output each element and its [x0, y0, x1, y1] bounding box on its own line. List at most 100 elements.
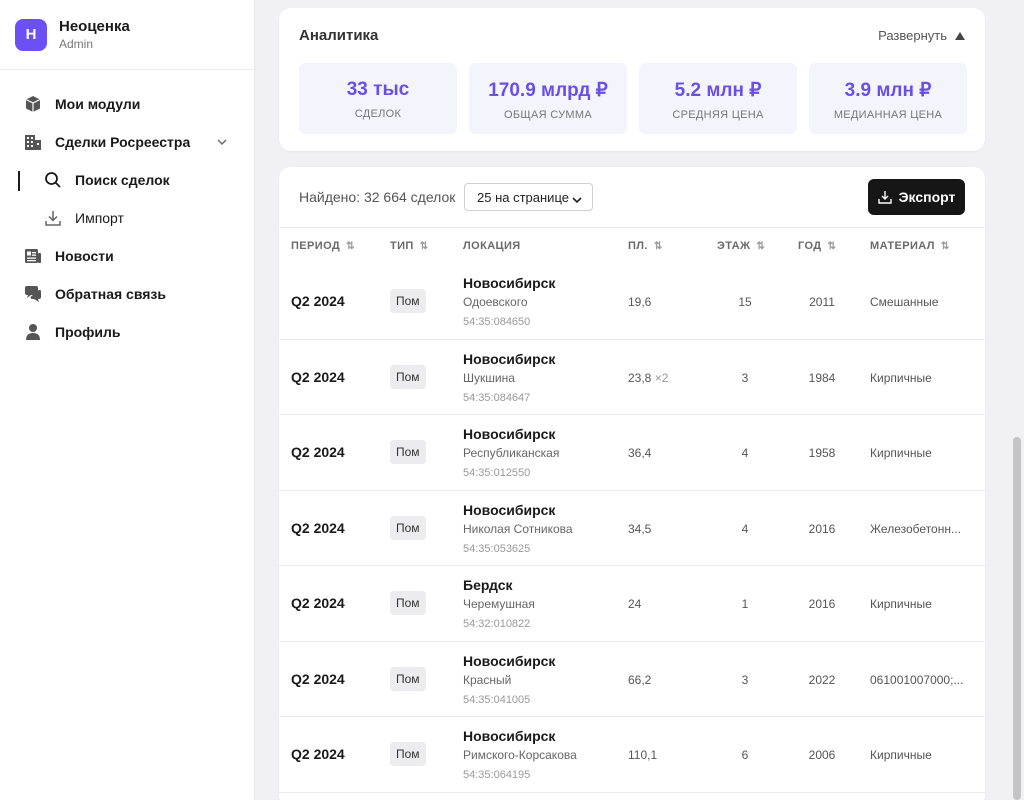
column-header-period[interactable]: ПЕРИОД ⇅ — [291, 240, 355, 252]
main-content: Аналитика Развернуть 33 тыс СДЕЛОК 170.9… — [255, 0, 1010, 800]
cell-period: Q2 2024 — [291, 368, 345, 385]
area-value: 19,6 — [628, 295, 652, 309]
column-header-type[interactable]: ТИП ⇅ — [390, 240, 429, 252]
table-row[interactable]: Q2 2024 Пом Новосибирск Римского-Корсакова 5… — [279, 717, 985, 793]
cell-floor: 15 — [738, 295, 752, 309]
expand-label: Развернуть — [878, 28, 947, 43]
brand-logo: Н — [15, 18, 47, 51]
expand-button[interactable]: Развернуть — [878, 28, 965, 43]
cell-material: Железобетонн... — [870, 521, 961, 536]
cell-period: Q2 2024 — [291, 746, 345, 762]
table-row[interactable]: Q2 2024 Пом Новосибирск Республиканская 54:3… — [279, 415, 985, 491]
column-header-year[interactable]: ГОД ⇅ — [798, 240, 837, 252]
scrollbar-thumb[interactable] — [1013, 437, 1021, 800]
type-badge: Пом — [390, 591, 426, 615]
column-header-area[interactable]: ПЛ. ⇅ — [628, 240, 663, 252]
nav-item-news[interactable]: Новости — [0, 237, 254, 275]
cell-area: 19,6 — [628, 295, 651, 309]
cell-material: Кирпичные — [870, 370, 932, 385]
area-value: 34,5 — [628, 521, 652, 536]
stats-row: 33 тыс СДЕЛОК 170.9 млрд ₽ ОБЩАЯ СУММА 5… — [299, 63, 967, 134]
column-header-material[interactable]: МАТЕРИАЛ ⇅ — [870, 240, 950, 252]
export-button[interactable]: Экспорт — [868, 179, 965, 215]
chevron-down-icon[interactable] — [216, 135, 228, 151]
brand-name: Неоценка — [59, 17, 130, 35]
table-row[interactable]: Q2 2024 Пом Бердск Черемушная 54:32:010822 24… — [279, 566, 985, 642]
sort-icon: ⇅ — [827, 240, 837, 252]
nav-item-label: Новости — [55, 248, 114, 264]
analytics-title: Аналитика — [299, 27, 379, 44]
cell-cadastral: 54:32:010822 — [463, 618, 531, 630]
nav-item-import[interactable]: Импорт — [0, 199, 254, 237]
stat-value: 3.9 млн ₽ — [844, 80, 932, 101]
cell-floor: 4 — [741, 521, 749, 536]
cell-cadastral: 54:35:084647 — [463, 391, 531, 404]
export-label: Экспорт — [898, 189, 956, 205]
cell-cadastral: 54:35:084650 — [463, 316, 531, 328]
brand[interactable]: Н Неоценка Admin — [0, 0, 254, 70]
table-row[interactable]: Q2 2024 Пом Новосибирск Шукшина 54:35:084647… — [279, 340, 985, 415]
chevron-down-icon — [572, 193, 582, 208]
table-row[interactable]: Q2 2024 Пом Новосибирск Красный 54:35:041005… — [279, 642, 985, 717]
cell-material: Смешанные — [870, 295, 939, 309]
nav-item-label: Импорт — [75, 210, 124, 226]
cell-year: 2006 — [808, 748, 836, 762]
search-icon — [44, 171, 62, 189]
cell-cadastral: 54:35:053625 — [463, 542, 531, 555]
table-row[interactable]: Q2 2024 Пом Новосибирск Одоевского 54:35:084… — [279, 264, 985, 340]
cell-cadastral: 54:35:012550 — [463, 467, 531, 479]
cell-cadastral: 54:35:041005 — [463, 693, 531, 706]
cell-area: 36,4 — [628, 446, 651, 460]
triangle-up-icon — [955, 31, 965, 40]
cell-area: 23,8 ×2 — [628, 371, 668, 385]
stat-value: 33 тыс — [346, 79, 410, 100]
column-header-floor[interactable]: ЭТАЖ ⇅ — [717, 240, 766, 252]
cell-year: 1984 — [808, 370, 836, 385]
sort-icon: ⇅ — [756, 240, 766, 252]
cell-street: Одоевского — [463, 295, 528, 309]
stat-card: 33 тыс СДЕЛОК — [299, 63, 457, 134]
area-value: 66,2 — [628, 672, 652, 687]
per-page-select[interactable]: 25 на странице — [464, 183, 593, 211]
cell-city: Новосибирск — [463, 350, 556, 367]
type-badge: Пом — [390, 364, 426, 389]
nav-item-modules[interactable]: Мои модули — [0, 85, 254, 123]
cube-icon — [24, 95, 42, 113]
user-icon — [24, 323, 42, 341]
stat-card: 3.9 млн ₽ МЕДИАННАЯ ЦЕНА — [809, 63, 967, 134]
area-multiplier: ×2 — [654, 370, 669, 385]
cell-floor: 6 — [741, 748, 749, 762]
cell-city: Новосибирск — [463, 501, 556, 518]
brand-role: Admin — [59, 36, 94, 51]
stat-label: СРЕДНЯЯ ЦЕНА — [672, 109, 764, 121]
cell-city: Бердск — [463, 577, 513, 593]
sort-icon: ⇅ — [940, 240, 950, 252]
table-header: ПЕРИОД ⇅ ТИП ⇅ ЛОКАЦИЯ ПЛ. ⇅ ЭТАЖ ⇅ ГОД ⇅ МАТ… — [279, 227, 985, 264]
area-value: 110,1 — [628, 748, 658, 762]
nav-item-profile[interactable]: Профиль — [0, 313, 254, 351]
nav-item-deals[interactable]: Сделки Росреестра — [0, 123, 254, 161]
download-icon — [877, 191, 892, 204]
stat-card: 170.9 млрд ₽ ОБЩАЯ СУММА — [469, 63, 627, 134]
cell-street: Николая Сотникова — [463, 521, 573, 536]
cell-material: Кирпичные — [870, 597, 932, 611]
cell-street: Шукшина — [463, 370, 515, 385]
cell-year: 2022 — [808, 672, 836, 687]
table-row[interactable]: Q2 2024 Пом Новосибирск Николая Сотникова 54… — [279, 491, 985, 566]
cell-area: 66,2 — [628, 673, 651, 687]
cell-city: Новосибирск — [463, 426, 556, 442]
nav-item-feedback[interactable]: Обратная связь — [0, 275, 254, 313]
newspaper-icon — [24, 247, 42, 265]
type-badge: Пом — [390, 440, 426, 464]
column-header-location: ЛОКАЦИЯ — [463, 240, 521, 252]
cell-period: Q2 2024 — [291, 293, 345, 309]
scrollbar[interactable] — [1010, 0, 1024, 800]
type-badge: Пом — [390, 289, 426, 313]
building-icon — [24, 133, 42, 151]
nav-item-search[interactable]: Поиск сделок — [0, 161, 254, 199]
cell-material: Кирпичные — [870, 748, 932, 762]
cell-floor: 1 — [741, 597, 749, 611]
nav-item-label: Профиль — [55, 324, 121, 340]
area-value: 36,4 — [628, 446, 652, 460]
cell-floor: 3 — [741, 370, 749, 385]
